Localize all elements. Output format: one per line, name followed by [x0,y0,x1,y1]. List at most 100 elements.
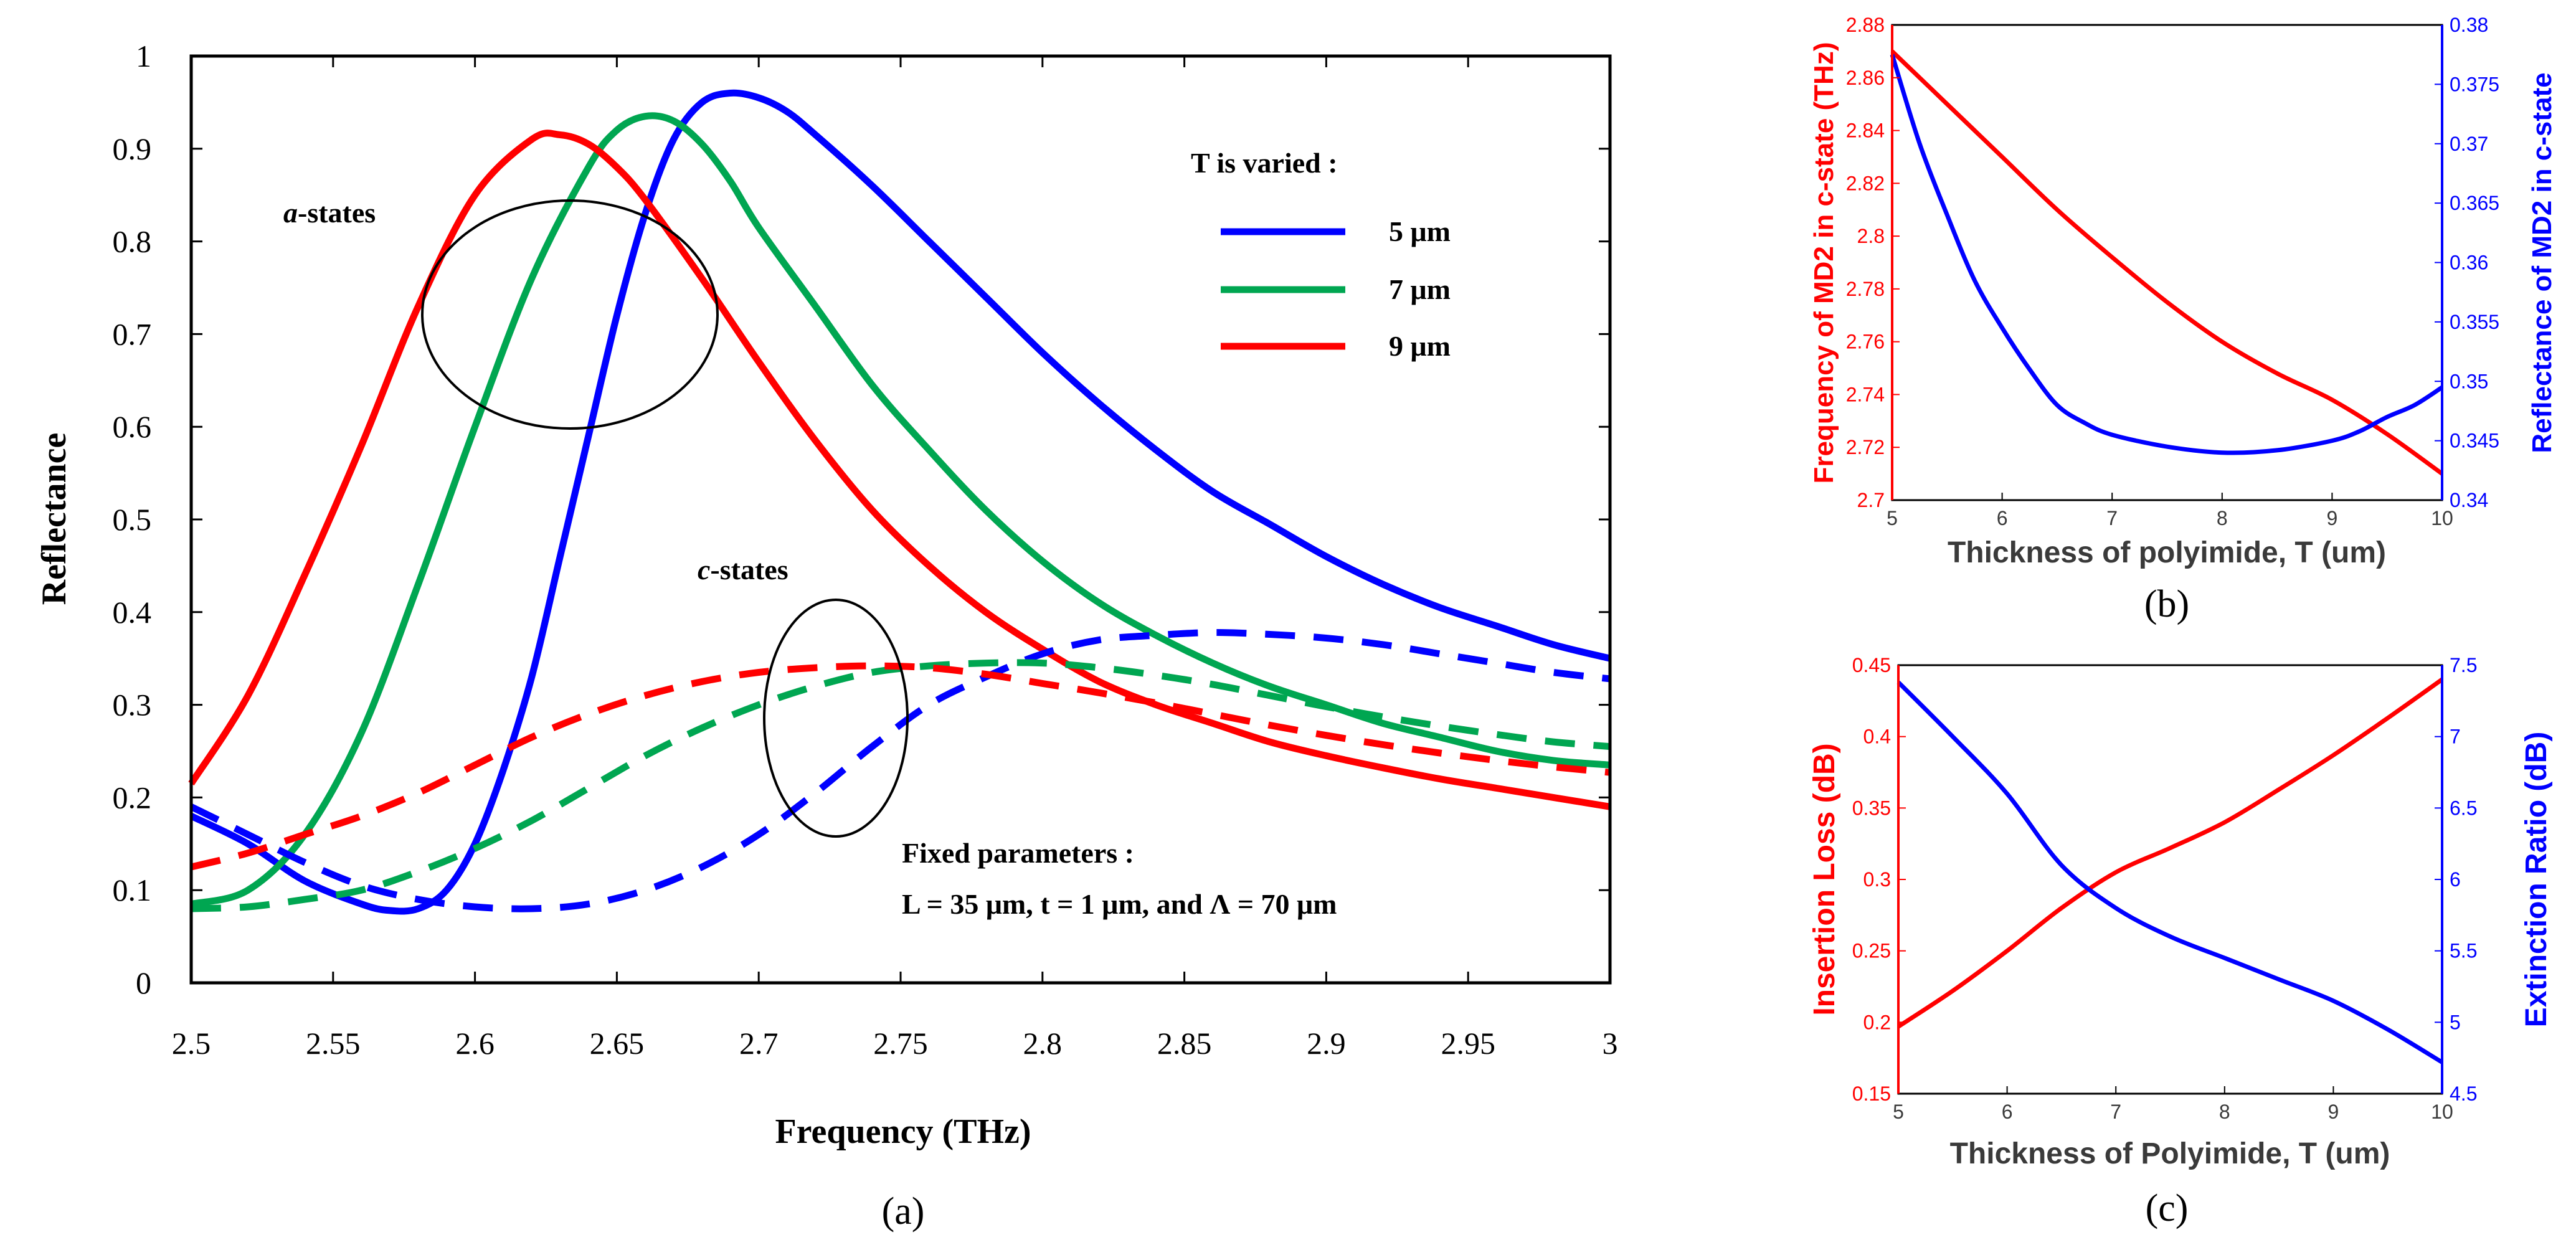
c-x-tick-label: 10 [2431,1101,2453,1123]
panel-b-right-axis-label: Reflectance of MD2 in c-state [2527,72,2557,453]
b-left-tick-label: 2.8 [1857,225,1885,247]
c-left-tick-label: 0.2 [1863,1011,1891,1033]
b-x-tick-label: 7 [2106,507,2118,529]
b-x-tick-label: 6 [1997,507,2008,529]
b-right-tick-label: 0.38 [2450,14,2488,36]
b-left-tick-label: 2.72 [1846,436,1885,458]
c-states-prefix: c [698,554,710,585]
legend-label-5um: 5 μm [1389,215,1451,247]
panel-b-label: (b) [2144,583,2189,625]
c-right-tick-label: 7.5 [2450,654,2477,676]
b-right-tick-label: 0.35 [2450,370,2488,392]
c-left-tick-label: 0.45 [1852,654,1891,676]
a-x-tick-label: 2.8 [1023,1026,1063,1061]
c-right-tick-label: 5 [2450,1011,2461,1033]
c-right-tick-label: 6.5 [2450,797,2477,819]
a-x-tick-label: 2.65 [590,1026,645,1061]
c-left-tick-label: 0.4 [1863,726,1891,748]
c-x-tick-label: 6 [2002,1101,2013,1123]
c-left-tick-label: 0.3 [1863,868,1891,891]
b-right-tick-label: 0.345 [2450,430,2499,452]
panel-c-right-axis-label: Extinction Ratio (dB) [2520,732,2553,1028]
b-left-tick-label: 2.74 [1846,383,1885,405]
a-x-tick-label: 2.7 [739,1026,779,1061]
a-x-tick-label: 3 [1603,1026,1618,1061]
panel-a-legend: T is varied : 5 μm 7 μm 9 μm [1191,147,1451,362]
c-right-tick-label: 6 [2450,868,2461,891]
a-y-tick-label: 0.3 [113,688,152,722]
b-left-tick-label: 2.86 [1846,67,1885,89]
a-y-tick-label: 0.9 [113,131,152,166]
panel-a-x-axis-label: Frequency (THz) [775,1112,1031,1151]
panel-b-plot-frame [1891,24,2443,501]
c-x-tick-label: 9 [2328,1101,2339,1123]
a-y-tick-label: 0.1 [113,873,152,907]
a-y-tick-label: 1 [136,39,151,73]
legend-label-9um: 9 μm [1389,330,1451,362]
a-y-tick-label: 0.6 [113,409,152,444]
fixed-parameters-title: Fixed parameters : [902,837,1134,869]
series-5-um-c-state [189,628,1611,912]
a-x-tick-label: 2.75 [873,1026,928,1061]
a-x-tick-label: 2.55 [306,1026,361,1061]
a-y-tick-label: 0.2 [113,780,152,815]
b-left-tick-label: 2.7 [1857,489,1885,511]
b-series-reflectance-of-md2 [1890,54,2443,455]
b-right-tick-label: 0.365 [2450,192,2499,214]
c-left-tick-label: 0.15 [1852,1082,1891,1105]
legend-label-7um: 7 μm [1389,273,1451,305]
a-y-tick-label: 0.8 [113,224,152,259]
c-states-suffix: -states [710,554,788,585]
series-9-um-c-state [190,662,1611,871]
a-states-label: a-states [283,197,376,229]
fixed-parameters-values: L = 35 μm, t = 1 μm, and Λ = 70 μm [902,888,1337,920]
panel-a-plot-frame [189,54,1612,985]
b-series-frequency-of-md2 [1890,49,2444,476]
c-states-ellipse [763,599,909,838]
series-7-um-c-state [191,659,1611,912]
a-states-suffix: -states [298,197,376,229]
c-states-label: c-states [698,554,788,585]
b-right-tick-label: 0.375 [2450,73,2499,95]
a-y-tick-label: 0 [136,965,151,1000]
b-x-tick-label: 5 [1887,507,1898,529]
a-y-tick-label: 0.4 [113,595,152,630]
a-states-ellipse [421,199,719,430]
b-right-tick-label: 0.34 [2450,489,2488,511]
c-right-tick-label: 7 [2450,726,2461,748]
panel-b-x-axis-label: Thickness of polyimide, T (um) [1948,536,2386,569]
a-x-tick-label: 2.85 [1157,1026,1212,1061]
panel-c-plot-frame [1897,664,2443,1095]
panel-a-reflectance-chart: 2.5 2.55 2.6 2.65 2.7 2.75 2.8 2.85 2.9 2.95 3 0 0.1… [35,39,1618,1233]
panel-a-y-axis-label: Reflectance [35,433,73,605]
c-series-extinction-ratio [1896,681,2443,1064]
legend-title: T is varied : [1191,147,1338,179]
a-y-tick-label: 0.5 [113,502,152,537]
c-x-tick-label: 5 [1893,1101,1904,1123]
panel-c-x-axis-label: Thickness of Polyimide, T (um) [1950,1137,2390,1170]
series-9-um-a-state [188,130,1611,810]
a-x-tick-label: 2.9 [1307,1026,1346,1061]
c-x-tick-label: 7 [2110,1101,2121,1123]
panel-b-md2-chart: 5 6 7 8 9 10 2.7 2.72 2.74 2.76 2.78 2.8 2.82 2.84 2.8… [1809,14,2557,625]
c-right-tick-label: 5.5 [2450,940,2477,962]
b-left-tick-label: 2.76 [1846,331,1885,353]
b-x-tick-label: 8 [2217,507,2228,529]
b-right-tick-label: 0.37 [2450,133,2488,155]
a-states-prefix: a [283,197,298,229]
b-left-tick-label: 2.82 [1846,172,1885,194]
a-x-tick-label: 2.5 [172,1026,211,1061]
a-x-tick-label: 2.95 [1441,1026,1495,1061]
b-right-tick-label: 0.36 [2450,252,2488,274]
b-left-tick-label: 2.78 [1846,278,1885,300]
c-left-tick-label: 0.35 [1852,797,1891,819]
a-x-tick-label: 2.6 [455,1026,495,1061]
b-right-tick-label: 0.355 [2450,311,2499,333]
b-x-tick-label: 9 [2327,507,2338,529]
b-x-tick-label: 10 [2431,507,2453,529]
c-left-tick-label: 0.25 [1852,940,1891,962]
c-x-tick-label: 8 [2219,1101,2230,1123]
panel-b-left-axis-label: Frequency of MD2 in c-state (THz) [1809,42,1839,484]
panel-a-label: (a) [882,1190,925,1233]
